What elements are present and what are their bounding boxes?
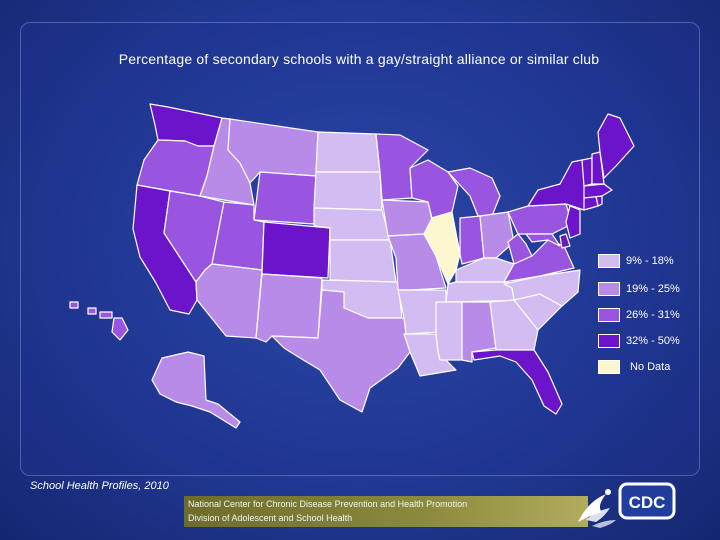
state-kansas — [329, 239, 397, 283]
state-new-york — [527, 159, 587, 211]
footer-division-name: Division of Adolescent and School Health — [184, 510, 588, 527]
state-illinois — [423, 211, 461, 285]
state-north-carolina — [503, 269, 581, 307]
state-ohio — [479, 211, 515, 259]
legend-swatch-4 — [598, 334, 620, 348]
state-maine — [597, 113, 635, 179]
state-south-dakota — [313, 171, 383, 211]
state-indiana — [459, 215, 485, 265]
legend-swatch-3 — [598, 308, 620, 322]
state-north-dakota — [315, 131, 381, 173]
legend-label-3: 26% - 31% — [626, 309, 680, 321]
hhs-eagle-icon — [578, 489, 616, 528]
state-west-virginia — [507, 233, 533, 265]
state-hawaii-island-2 — [87, 307, 97, 315]
state-hawaii-island-1 — [69, 301, 79, 309]
state-hawaii-island-3 — [99, 311, 113, 319]
state-alaska — [151, 351, 241, 429]
state-pennsylvania — [507, 203, 573, 235]
state-arizona — [195, 263, 263, 339]
state-delaware — [559, 233, 571, 249]
source-citation: School Health Profiles, 2010 — [30, 480, 169, 492]
map-title: Percentage of secondary schools with a g… — [118, 51, 600, 67]
legend-label-2: 19% - 25% — [626, 283, 680, 295]
state-wyoming — [253, 171, 317, 225]
state-vermont — [581, 157, 593, 187]
legend-label-1: 9% - 18% — [626, 255, 674, 267]
state-hawaii-big-island — [111, 317, 129, 341]
state-texas — [271, 289, 411, 413]
state-michigan — [447, 167, 501, 217]
state-iowa — [381, 199, 433, 237]
state-florida — [471, 349, 563, 415]
state-mississippi — [435, 301, 463, 361]
state-maryland — [525, 233, 561, 247]
cdc-logo: CDC — [578, 482, 676, 528]
cdc-logo-box — [618, 482, 676, 520]
cdc-logo-text: CDC — [629, 493, 666, 512]
state-colorado — [261, 221, 331, 279]
state-massachusetts — [583, 183, 613, 199]
legend-swatch-2 — [598, 282, 620, 296]
footer-center-name: National Center for Chronic Disease Prev… — [184, 496, 588, 513]
state-new-jersey — [565, 205, 581, 239]
state-georgia — [489, 299, 539, 351]
legend-label-5: No Data — [630, 361, 671, 373]
legend-swatch-5 — [598, 360, 620, 374]
legend-label-4: 32% - 50% — [626, 335, 680, 347]
state-virginia — [503, 239, 575, 283]
legend-swatch-1 — [598, 254, 620, 268]
state-new-mexico — [255, 273, 323, 343]
